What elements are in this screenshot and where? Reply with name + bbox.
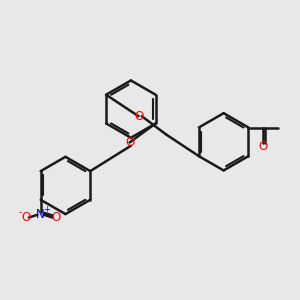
Text: N: N	[36, 208, 45, 221]
Text: -: -	[19, 207, 22, 217]
Text: O: O	[259, 140, 268, 153]
Text: O: O	[51, 211, 60, 224]
Text: O: O	[134, 110, 143, 123]
Text: O: O	[125, 136, 134, 149]
Text: +: +	[43, 205, 50, 214]
Text: O: O	[21, 211, 30, 224]
